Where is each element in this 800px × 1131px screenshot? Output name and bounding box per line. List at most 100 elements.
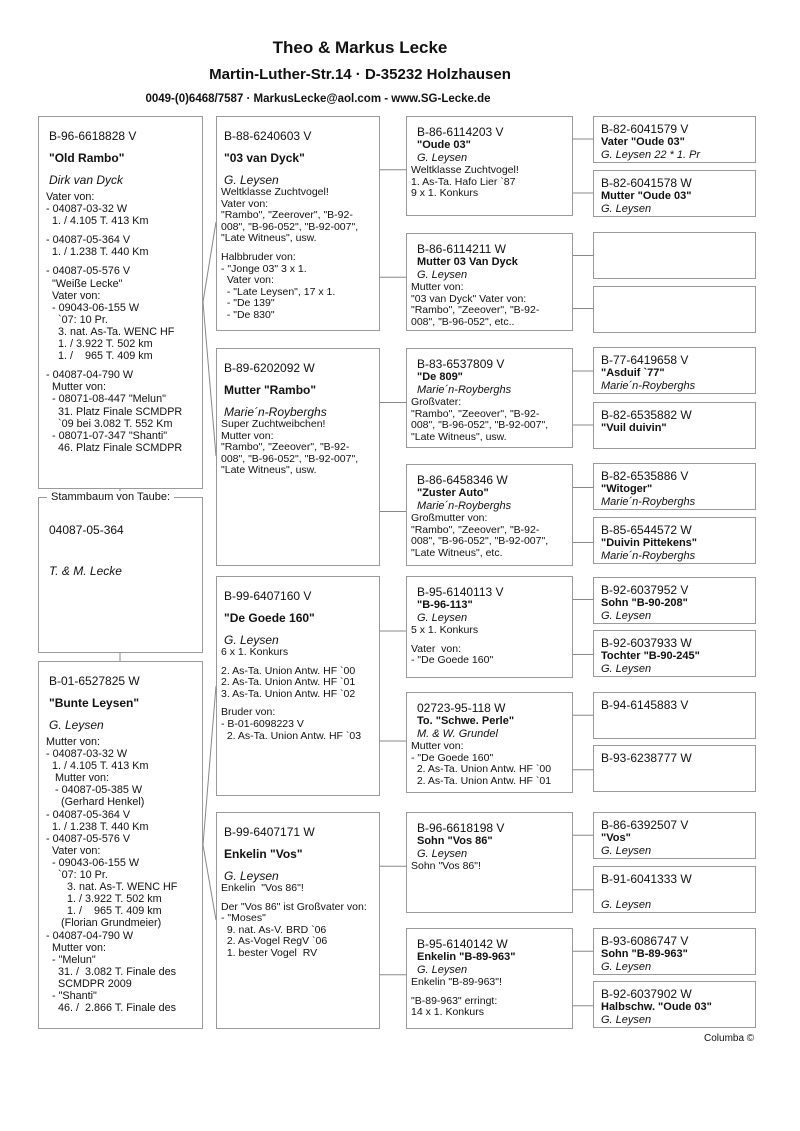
- notes-line: 1. / 1.238 T. 440 Km: [46, 246, 149, 259]
- connector-line: [202, 844, 217, 921]
- notes-line: Vater von:: [411, 642, 461, 655]
- notes-line: 1. As-Ta. Hafo Lier `87: [411, 175, 516, 188]
- pedigree-box: B-85-6544572 W "Duivin Pittekens" Marie´n-…: [593, 517, 756, 564]
- notes-paragraph: - 04087-04-790 W Mutter von: - 08071-08-…: [46, 369, 202, 454]
- breeder-name: Marie´n-Royberghs: [601, 380, 696, 392]
- connector-line: [202, 301, 217, 457]
- breeder-name: G. Leysen: [601, 899, 652, 911]
- notes-line: Mutter von:: [46, 941, 107, 954]
- notes-line: 31. / 3.082 T. Finale des: [46, 965, 177, 978]
- notes-line: Halbbruder von:: [221, 250, 296, 263]
- breeder-name: G. Leysen: [417, 152, 468, 164]
- notes-line: 008", "B-96-052", etc..: [411, 315, 515, 328]
- pigeon-name: "De 809": [417, 371, 463, 383]
- notes-paragraph: Weltklasse Zuchtvogel! 1. As-Ta. Hafo Lie…: [411, 164, 572, 200]
- breeder-name: G. Leysen: [601, 1014, 652, 1026]
- breeder-name-title: Theo & Markus Lecke: [272, 38, 448, 57]
- notes-line: 2. As-Vogel RegV `06: [221, 935, 328, 948]
- notes-line: - 09043-06-155 W: [46, 856, 140, 869]
- notes-line: `07: 10 Pr.: [46, 869, 108, 882]
- breeder-name: G. Leysen: [224, 173, 279, 187]
- ring-number: B-95-6140113 V: [417, 585, 504, 599]
- footer-credit: Columba ©: [704, 1033, 755, 1044]
- ring-number: B-82-6535882 W: [601, 408, 692, 422]
- notes-line: Vater von:: [221, 197, 269, 210]
- notes: Super Zuchtweibchen! Mutter von: "Rambo", …: [221, 418, 379, 477]
- pedigree-box: B-92-6037952 V Sohn "B-90-208" G. Leysen: [593, 577, 756, 624]
- notes-line: 31. Platz Finale SCMDPR: [46, 405, 183, 418]
- notes-line: 5 x 1. Konkurs: [411, 624, 479, 636]
- notes: Mutter von: - "De Goede 160" 2. As-Ta. Un…: [411, 740, 572, 787]
- ring-number: B-77-6419658 V: [601, 353, 689, 367]
- notes: Sohn "Vos 86"!: [411, 860, 572, 873]
- notes-line: Bruder von:: [221, 706, 276, 719]
- notes-paragraph: Mutter von: - 04087-03-32 W 1. / 4.105 T.…: [46, 736, 202, 1014]
- notes-line: 2. As-Ta. Union Antw. HF `00: [221, 664, 356, 677]
- breeder-name: G. Leysen: [224, 869, 279, 883]
- notes-line: 9. nat. As-V. BRD `06: [221, 923, 327, 936]
- pigeon-name: Sohn "B-89-963": [601, 948, 688, 960]
- notes-line: Mutter von:: [411, 740, 464, 752]
- notes-paragraph: Sohn "Vos 86"!: [411, 860, 572, 873]
- pedigree-box: B-94-6145883 V: [593, 692, 756, 739]
- ring-number: B-92-6037933 W: [601, 636, 692, 650]
- notes-line: - "Melun": [46, 953, 96, 966]
- pigeon-name: Enkelin "B-89-963": [417, 951, 516, 963]
- notes-paragraph: Super Zuchtweibchen! Mutter von: "Rambo", …: [221, 418, 379, 477]
- notes-paragraph: 5 x 1. Konkurs: [411, 624, 572, 637]
- pedigree-box: B-82-6535886 V "Witoger" Marie´n-Royberghs: [593, 463, 756, 510]
- pedigree-box: B-86-6114211 W Mutter 03 Van Dyck G. Leyse…: [406, 233, 573, 331]
- pigeon-name: "03 van Dyck": [224, 151, 305, 165]
- notes-line: 14 x 1. Konkurs: [411, 1006, 484, 1019]
- ring-number: B-83-6537809 V: [417, 357, 505, 371]
- pigeon-name: Sohn "Vos 86": [417, 835, 493, 847]
- notes-line: 2. As-Ta. Union Antw. HF `01: [221, 676, 356, 689]
- pedigree-box: [593, 286, 756, 333]
- notes-line: Der "Vos 86" ist Großvater von:: [221, 900, 367, 913]
- notes-line: "Weiße Lecke": [46, 277, 123, 290]
- notes-line: Enkelin "B-89-963"!: [411, 976, 502, 988]
- notes-line: 008", "B-96-052", "B-92-007",: [221, 220, 359, 233]
- notes: Weltklasse Zuchtvogel! Vater von: "Rambo",…: [221, 186, 379, 322]
- notes-line: - "Late Leysen", 17 x 1.: [221, 285, 336, 298]
- breeder-address: Martin-Luther-Str.14 · D-35232 Holzhause…: [209, 66, 511, 83]
- notes-line: 1. bester Vogel RV: [221, 946, 318, 959]
- pigeon-name: "Vos": [601, 832, 631, 844]
- breeder-name: Marie´n-Royberghs: [224, 405, 327, 419]
- notes-line: - "De Goede 160": [411, 751, 494, 764]
- notes-line: 1. / 965 T. 409 km: [46, 350, 153, 363]
- pigeon-name: Enkelin "Vos": [224, 847, 303, 861]
- pigeon-name: "Bunte Leysen": [49, 696, 140, 710]
- pedigree-box: B-86-6458346 W "Zuster Auto" Marie´n-Roybe…: [406, 464, 573, 566]
- notes-line: "Rambo", "Zeerover", "B-92-: [221, 209, 353, 222]
- pigeon-name: "B-96-113": [417, 599, 473, 611]
- pedigree-box: B-82-6041579 V Vater "Oude 03" G. Leysen 2…: [593, 116, 756, 163]
- notes-line: 3. As-Ta. Union Antw. HF `02: [221, 687, 356, 700]
- ring-number: B-86-6392507 V: [601, 818, 689, 832]
- pigeon-name: Mutter "Rambo": [224, 383, 317, 397]
- pedigree-box: 02723-95-118 W To. "Schwe. Perle" M. & W. …: [406, 692, 573, 793]
- pedigree-box: B-82-6041578 W Mutter "Oude 03" G. Leysen: [593, 170, 756, 217]
- breeder-name: G. Leysen: [601, 663, 652, 675]
- notes-paragraph: Mutter von: - "De Goede 160" 2. As-Ta. Un…: [411, 740, 572, 787]
- notes-line: Vater von:: [46, 844, 101, 857]
- notes-line: "Late Witneus", usw.: [221, 464, 317, 477]
- notes-line: 008", "B-96-052", "B-92-007",: [411, 535, 549, 548]
- pedigree-box: B-93-6238777 W: [593, 745, 756, 792]
- notes-line: 1. / 3.922 T. 502 km: [46, 893, 162, 906]
- notes-line: `07: 10 Pr.: [46, 313, 108, 326]
- notes-line: Großvater:: [411, 396, 462, 408]
- notes-line: 1. / 3.922 T. 502 km: [46, 338, 153, 351]
- notes: Weltklasse Zuchtvogel! 1. As-Ta. Hafo Lie…: [411, 164, 572, 200]
- notes-line: (Gerhard Henkel): [46, 796, 145, 809]
- ring-number: B-88-6240603 V: [224, 129, 312, 143]
- pigeon-name: Mutter 03 Van Dyck: [417, 256, 518, 268]
- notes: Großmutter von: "Rambo", "Zeeover", "B-92…: [411, 512, 572, 559]
- notes-line: "Late Witneus", usw.: [221, 232, 317, 245]
- notes-line: 1. / 965 T. 409 km: [46, 905, 162, 918]
- notes-line: Vater von:: [46, 191, 95, 203]
- pigeon-name: "Oude 03": [417, 139, 471, 151]
- notes-line: - 04087-03-32 W: [46, 203, 128, 216]
- notes-paragraph: Enkelin "Vos 86"!: [221, 882, 379, 895]
- notes-line: - "Jonge 03" 3 x 1.: [221, 262, 307, 275]
